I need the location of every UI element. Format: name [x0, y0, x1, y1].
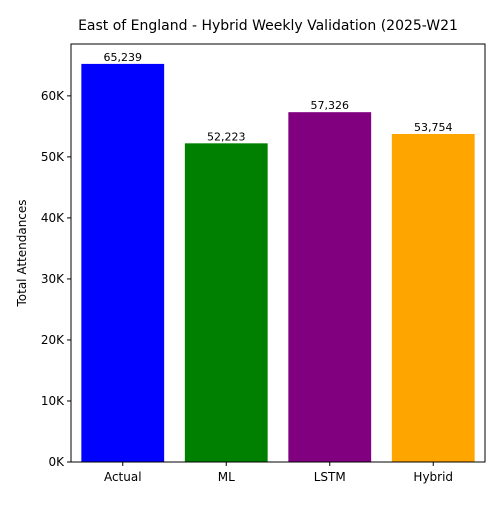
y-tick-label: 60K: [41, 89, 65, 103]
y-tick-label: 30K: [41, 272, 65, 286]
y-tick-label: 10K: [41, 394, 65, 408]
y-tick-label: 20K: [41, 333, 65, 347]
data-label-hybrid: 53,754: [414, 121, 453, 134]
plot-frame: [70, 43, 486, 463]
x-tick-label-ml: ML: [218, 470, 235, 484]
y-tick-label: 40K: [41, 211, 65, 225]
ticks-layer: Actual ML LSTM Hybrid 0K 10K 20K 30K 40K 50K 60K: [41, 89, 453, 484]
bar-ml: [184, 143, 268, 462]
y-tick-label: 50K: [41, 150, 65, 164]
bars-layer: 65,239 52,223 57,326 53,754: [81, 51, 475, 463]
data-label-lstm: 57,326: [311, 99, 350, 112]
y-tick-label: 0K: [48, 455, 65, 469]
data-label-ml: 52,223: [207, 130, 246, 143]
data-label-actual: 65,239: [104, 51, 143, 64]
x-tick-label-lstm: LSTM: [314, 470, 346, 484]
x-tick-label-hybrid: Hybrid: [413, 470, 453, 484]
y-axis-label: Total Attendances: [15, 199, 29, 307]
bar-actual: [81, 63, 165, 463]
chart-title: East of England - Hybrid Weekly Validati…: [78, 18, 458, 34]
x-tick-label-actual: Actual: [104, 470, 142, 484]
bar-lstm: [288, 112, 372, 463]
bar-hybrid: [391, 133, 475, 462]
